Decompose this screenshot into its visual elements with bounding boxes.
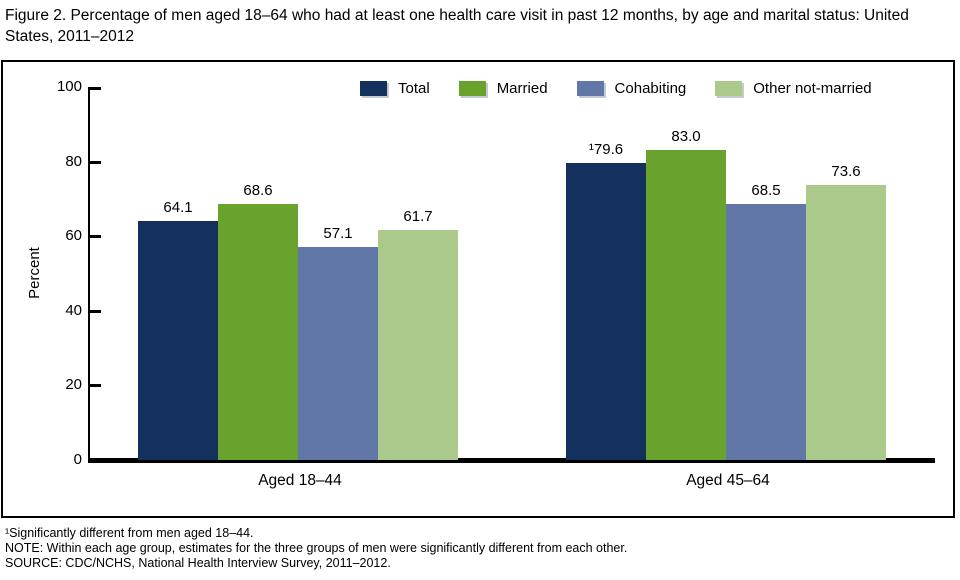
bar-value-label-married-aged-45-64: 83.0 <box>671 128 701 145</box>
footnote-note: NOTE: Within each age group, estimates f… <box>5 541 628 555</box>
footnote-source: SOURCE: CDC/NCHS, National Health Interv… <box>5 556 391 570</box>
bar-married-aged-45-64 <box>646 150 726 460</box>
y-axis-tick-20 <box>88 384 101 387</box>
bar-cohabiting-aged-45-64 <box>726 204 806 460</box>
y-axis-tick-label-0: 0 <box>73 451 82 468</box>
chart-legend: Total Married Cohabiting Other not-married <box>360 80 872 97</box>
y-axis-tick-label-60: 60 <box>65 227 82 244</box>
legend-swatch-married <box>458 81 486 96</box>
bar-value-label-other-not-married-aged-45-64: 73.6 <box>831 163 861 180</box>
bar-value-label-other-not-married-aged-18-44: 61.7 <box>403 208 433 225</box>
y-axis-tick-label-20: 20 <box>65 376 82 393</box>
y-axis-tick-label-40: 40 <box>65 302 82 319</box>
x-axis-category-label: Aged 18–44 <box>258 472 342 489</box>
y-axis-line <box>88 87 90 460</box>
y-axis-tick-80 <box>88 161 101 164</box>
footnote-significance: ¹Significantly different from men aged 1… <box>5 526 254 540</box>
x-axis-category-label: Aged 45–64 <box>686 472 770 489</box>
y-axis-tick-label-100: 100 <box>56 78 82 95</box>
legend-item-other-not-married: Other not-married <box>715 80 872 97</box>
x-axis-line <box>88 458 935 463</box>
legend-label: Total <box>398 80 430 97</box>
legend-label: Other not-married <box>753 80 872 97</box>
y-axis-tick-label-80: 80 <box>65 153 82 170</box>
bar-other-not-married-aged-18-44 <box>378 230 458 460</box>
y-axis-tick-100 <box>88 87 101 90</box>
legend-item-total: Total <box>360 80 430 97</box>
legend-swatch-total <box>360 81 387 96</box>
bar-value-label-married-aged-18-44: 68.6 <box>243 182 273 199</box>
bar-value-label-cohabiting-aged-18-44: 57.1 <box>323 225 353 242</box>
legend-item-married: Married <box>458 80 548 97</box>
legend-swatch-other-not-married <box>715 81 743 96</box>
bar-total-aged-18-44 <box>138 221 218 460</box>
y-axis-tick-40 <box>88 310 101 313</box>
bar-value-label-cohabiting-aged-45-64: 68.5 <box>751 182 781 199</box>
footnotes: ¹Significantly different from men aged 1… <box>5 526 950 571</box>
bar-other-not-married-aged-45-64 <box>806 185 886 460</box>
y-axis-tick-60 <box>88 235 101 238</box>
bar-value-label-total-aged-45-64: ¹79.6 <box>588 141 624 158</box>
plot-area: 64.1 68.6 57.1 61.7 ¹79.6 83.0 68.5 73.6 <box>88 87 935 463</box>
bar-married-aged-18-44 <box>218 204 298 460</box>
legend-label: Married <box>496 80 548 97</box>
legend-swatch-cohabiting <box>576 81 604 96</box>
figure-title: Figure 2. Percentage of men aged 18–64 w… <box>5 7 909 45</box>
bar-total-aged-45-64 <box>566 163 646 460</box>
y-axis-title: Percent <box>26 247 43 299</box>
bar-value-label-total-aged-18-44: 64.1 <box>163 199 193 216</box>
bar-cohabiting-aged-18-44 <box>298 247 378 460</box>
legend-item-cohabiting: Cohabiting <box>576 80 687 97</box>
legend-label: Cohabiting <box>614 80 687 97</box>
